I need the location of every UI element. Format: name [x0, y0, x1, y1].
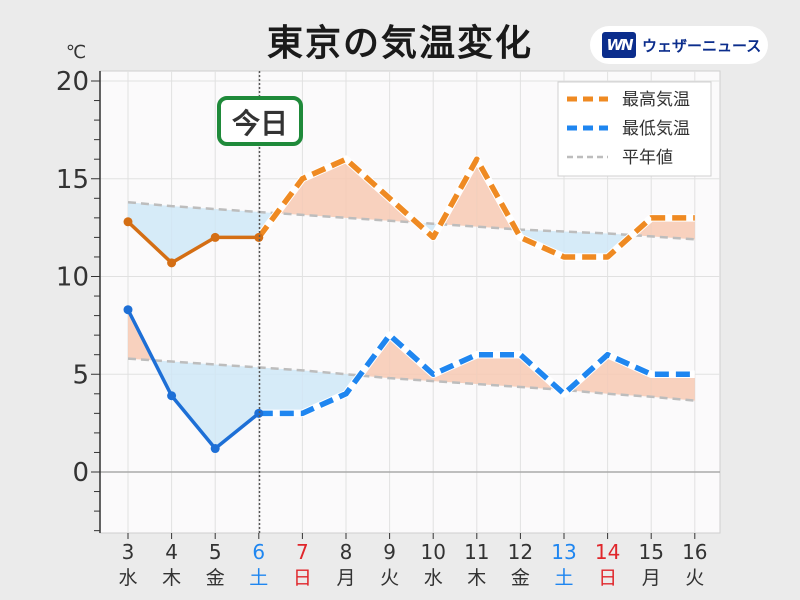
- legend-label-max: 最高気温: [622, 90, 690, 110]
- legend-label-min: 最低気温: [622, 119, 690, 139]
- max-below-normal-fill: [564, 231, 608, 257]
- x-tick-day: 15: [638, 540, 663, 564]
- x-tick-day: 13: [551, 540, 576, 564]
- temperature-series: [123, 155, 695, 454]
- x-tick-weekday: 木: [162, 567, 181, 589]
- y-tick-label: 20: [56, 67, 89, 97]
- max-point: [167, 258, 177, 268]
- min-below-normal-fill: [302, 370, 346, 414]
- x-tick-day: 4: [165, 540, 178, 564]
- min-above-normal-fill: [476, 354, 521, 387]
- max-above-normal-fill: [346, 159, 390, 221]
- max-below-normal-fill: [215, 209, 259, 238]
- today-label: 今日: [232, 107, 288, 140]
- max-point: [210, 232, 220, 242]
- max-observed-line: [126, 220, 259, 265]
- min-forecast-line: [258, 332, 695, 417]
- normal-high-line: [127, 200, 695, 241]
- x-tick-day: 7: [296, 540, 309, 564]
- x-tick-day: 6: [252, 540, 265, 564]
- max-point: [123, 217, 133, 227]
- x-tick-weekday: 水: [424, 567, 443, 589]
- x-tick-day: 12: [508, 540, 533, 564]
- x-tick-weekday: 火: [380, 567, 399, 589]
- x-tick-weekday: 月: [336, 567, 355, 589]
- max-point: [254, 232, 264, 242]
- normal-low-line: [127, 357, 695, 402]
- x-tick-day: 8: [340, 540, 353, 564]
- min-below-normal-fill: [258, 367, 303, 414]
- min-below-normal-fill: [171, 361, 216, 449]
- axes: 0 5 10 15 20 ℃ 3 水 4 木 5 金 6 土 7 日 8 月 9 火 10 水 11 木 12 金 13 土 14 日 15…: [56, 42, 708, 589]
- x-tick-weekday: 金: [511, 567, 530, 589]
- x-tick-day: 16: [682, 540, 707, 564]
- min-point: [210, 444, 220, 454]
- x-tick-day: 14: [595, 540, 620, 564]
- x-tick-weekday: 火: [685, 567, 704, 589]
- max-forecast-line: [256, 156, 695, 260]
- min-above-normal-fill: [607, 354, 652, 397]
- x-tick-day: 5: [209, 540, 222, 564]
- min-observed-line: [126, 308, 260, 451]
- x-tick-weekday: 日: [598, 567, 617, 589]
- x-tick-weekday: 金: [206, 567, 225, 589]
- x-tick-weekday: 土: [554, 567, 573, 589]
- x-tick-weekday: 木: [467, 567, 486, 589]
- x-tick-day: 10: [420, 540, 445, 564]
- normal-lines: [127, 200, 695, 402]
- weathernews-logo: WN ウェザーニュース: [590, 26, 768, 64]
- today-marker: 今日: [217, 71, 303, 533]
- min-above-normal-fill: [651, 374, 695, 401]
- x-tick-day: 11: [464, 540, 489, 564]
- today-badge: [217, 96, 303, 146]
- max-above-normal-fill: [651, 217, 695, 240]
- x-tick-day: 9: [383, 540, 396, 564]
- min-point: [123, 305, 133, 315]
- x-tick-weekday: 月: [642, 567, 661, 589]
- max-below-normal-fill: [128, 202, 172, 263]
- weathernews-logo-text: ウェザーニュース: [642, 36, 762, 55]
- x-tick-weekday: 土: [249, 567, 268, 589]
- y-tick-label: 5: [72, 360, 89, 390]
- weathernews-logo-mark: WN: [602, 32, 636, 58]
- min-point: [167, 391, 177, 401]
- x-tick-weekday: 水: [118, 567, 137, 589]
- legend: 最高気温 最低気温 平年値: [557, 81, 712, 177]
- y-tick-label: 0: [72, 458, 89, 488]
- legend-label-normal: 平年値: [622, 148, 673, 168]
- max-below-normal-fill: [171, 206, 216, 263]
- y-tick-label: 15: [56, 165, 89, 195]
- min-below-normal-fill: [215, 364, 259, 449]
- y-axis-unit: ℃: [66, 42, 86, 63]
- x-tick-weekday: 日: [293, 567, 312, 589]
- chart-title: 東京の気温変化: [266, 23, 533, 64]
- x-tick-day: 3: [122, 540, 135, 564]
- y-tick-label: 10: [56, 263, 89, 293]
- min-point: [254, 408, 264, 418]
